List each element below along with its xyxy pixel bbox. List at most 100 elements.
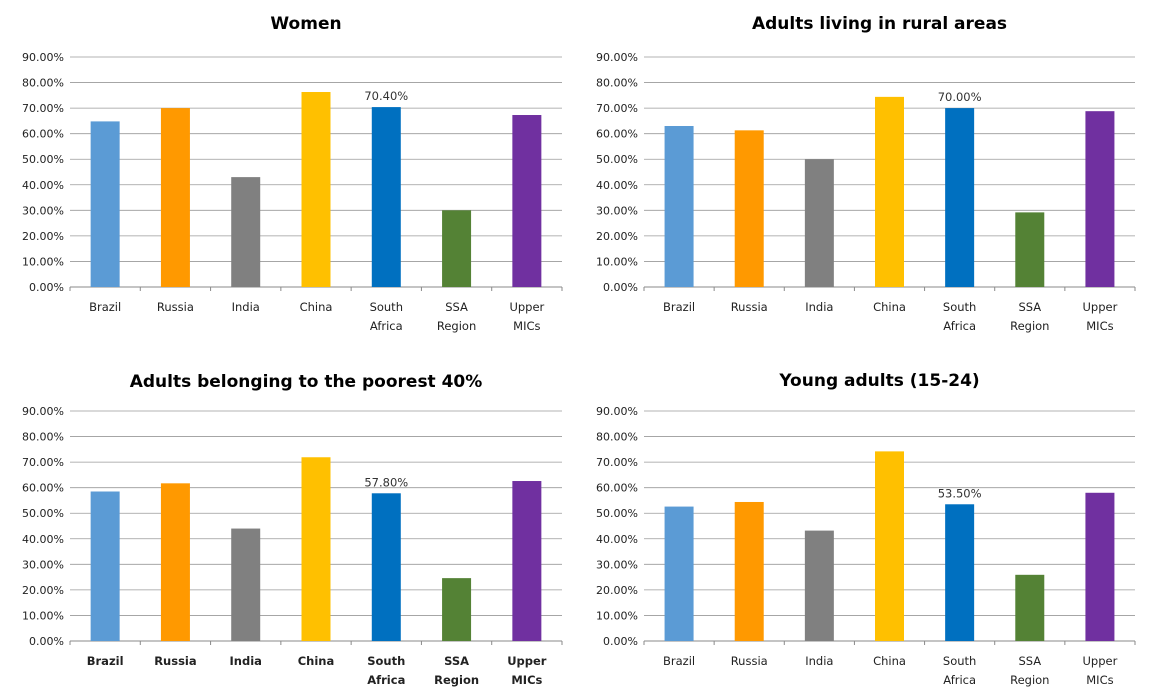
x-category-label: MICs <box>511 673 542 687</box>
bar-ssa-region <box>442 578 472 641</box>
chart-panel-women: Women 0.00% 10.00% 20.00% 30.00% 40.00% 50.00%… <box>22 14 563 333</box>
y-tick-label: 0.00% <box>603 635 638 648</box>
y-tick-label: 0.00% <box>29 281 64 294</box>
x-category-label: Upper <box>507 654 547 668</box>
x-category-label: Russia <box>731 300 768 314</box>
bar-south-africa <box>371 493 401 641</box>
x-category-label: Brazil <box>89 300 121 314</box>
y-tick-label: 80.00% <box>596 431 638 444</box>
chart-title: Young adults (15-24) <box>778 371 979 391</box>
y-tick-label: 20.00% <box>596 584 638 597</box>
bar-brazil <box>90 491 120 641</box>
bar-russia <box>734 130 764 287</box>
y-tick-label: 40.00% <box>596 179 638 192</box>
x-category-label: South <box>370 300 403 314</box>
x-category-label: South <box>367 654 405 668</box>
y-tick-label: 40.00% <box>596 533 638 546</box>
y-tick-label: 80.00% <box>22 431 64 444</box>
x-category-label: Africa <box>367 673 405 687</box>
data-label: 70.40% <box>364 89 408 103</box>
bar-russia <box>160 483 190 641</box>
y-tick-label: 60.00% <box>22 482 64 495</box>
y-tick-label: 0.00% <box>29 635 64 648</box>
data-label: 57.80% <box>364 475 408 489</box>
y-tick-label: 60.00% <box>22 128 64 141</box>
y-tick-label: 70.00% <box>596 102 638 115</box>
x-category-label: Region <box>434 673 479 687</box>
bar-russia <box>160 108 190 287</box>
y-tick-label: 90.00% <box>596 405 638 418</box>
y-tick-label: 80.00% <box>596 77 638 90</box>
y-tick-label: 10.00% <box>22 255 64 268</box>
y-tick-label: 60.00% <box>596 128 638 141</box>
y-tick-label: 10.00% <box>22 609 64 622</box>
y-tick-label: 50.00% <box>22 153 64 166</box>
y-tick-label: 10.00% <box>596 609 638 622</box>
x-category-label: India <box>805 654 833 668</box>
y-tick-label: 10.00% <box>596 255 638 268</box>
x-category-label: SSA <box>1018 300 1041 314</box>
x-category-label: Russia <box>157 300 194 314</box>
x-category-label: Russia <box>731 654 768 668</box>
x-category-label: China <box>300 300 333 314</box>
bar-india <box>231 528 261 641</box>
chart-panel-young-adults: Young adults (15-24) 0.00% 10.00% 20.00% 30.… <box>596 371 1136 687</box>
x-category-label: Region <box>1010 673 1049 687</box>
x-category-label: SSA <box>444 654 469 668</box>
y-tick-label: 40.00% <box>22 179 64 192</box>
bar-india <box>804 530 834 641</box>
y-tick-label: 30.00% <box>22 204 64 217</box>
x-category-label: MICs <box>513 319 540 333</box>
chart-title: Adults belonging to the poorest 40% <box>130 372 483 392</box>
x-category-label: Brazil <box>663 300 695 314</box>
y-tick-label: 50.00% <box>22 507 64 520</box>
y-tick-label: 70.00% <box>22 456 64 469</box>
x-category-label: South <box>943 300 976 314</box>
chart-panel-rural-adults: Adults living in rural areas 0.00% 10.00% 2… <box>596 14 1136 333</box>
bar-brazil <box>90 121 120 288</box>
y-tick-label: 30.00% <box>596 204 638 217</box>
x-category-label: India <box>805 300 833 314</box>
x-category-label: MICs <box>1086 673 1113 687</box>
x-category-label: South <box>943 654 976 668</box>
x-category-label: Region <box>437 319 476 333</box>
bar-ssa-region <box>1015 574 1045 641</box>
y-tick-label: 40.00% <box>22 533 64 546</box>
y-tick-label: 30.00% <box>596 558 638 571</box>
data-label: 53.50% <box>938 486 982 500</box>
x-category-label: Upper <box>1083 300 1118 314</box>
x-category-label: Russia <box>154 654 196 668</box>
bar-china <box>301 457 331 641</box>
bar-upper-mics <box>512 115 542 287</box>
x-category-label: MICs <box>1086 319 1113 333</box>
bar-china <box>301 92 331 287</box>
x-category-label: Brazil <box>87 654 124 668</box>
bar-india <box>231 177 261 287</box>
bar-india <box>804 159 834 287</box>
bar-south-africa <box>945 504 975 641</box>
bar-brazil <box>664 126 694 287</box>
x-category-label: Brazil <box>663 654 695 668</box>
bar-upper-mics <box>1085 111 1115 287</box>
bar-ssa-region <box>442 210 472 287</box>
y-tick-label: 20.00% <box>22 230 64 243</box>
x-category-label: China <box>873 300 906 314</box>
x-category-label: China <box>298 654 335 668</box>
bar-china <box>875 96 904 287</box>
y-tick-label: 70.00% <box>22 102 64 115</box>
bar-brazil <box>664 506 694 641</box>
x-category-label: China <box>873 654 906 668</box>
y-tick-label: 60.00% <box>596 482 638 495</box>
bar-upper-mics <box>1085 492 1115 641</box>
chart-title: Adults living in rural areas <box>752 14 1007 34</box>
data-label: 70.00% <box>938 90 982 104</box>
x-category-label: SSA <box>1018 654 1041 668</box>
x-category-label: Upper <box>1083 654 1118 668</box>
x-category-label: Region <box>1010 319 1049 333</box>
y-tick-label: 50.00% <box>596 153 638 166</box>
x-category-label: India <box>230 654 262 668</box>
y-tick-label: 80.00% <box>22 77 64 90</box>
y-tick-label: 90.00% <box>596 51 638 64</box>
bar-south-africa <box>945 108 975 287</box>
y-tick-label: 20.00% <box>22 584 64 597</box>
